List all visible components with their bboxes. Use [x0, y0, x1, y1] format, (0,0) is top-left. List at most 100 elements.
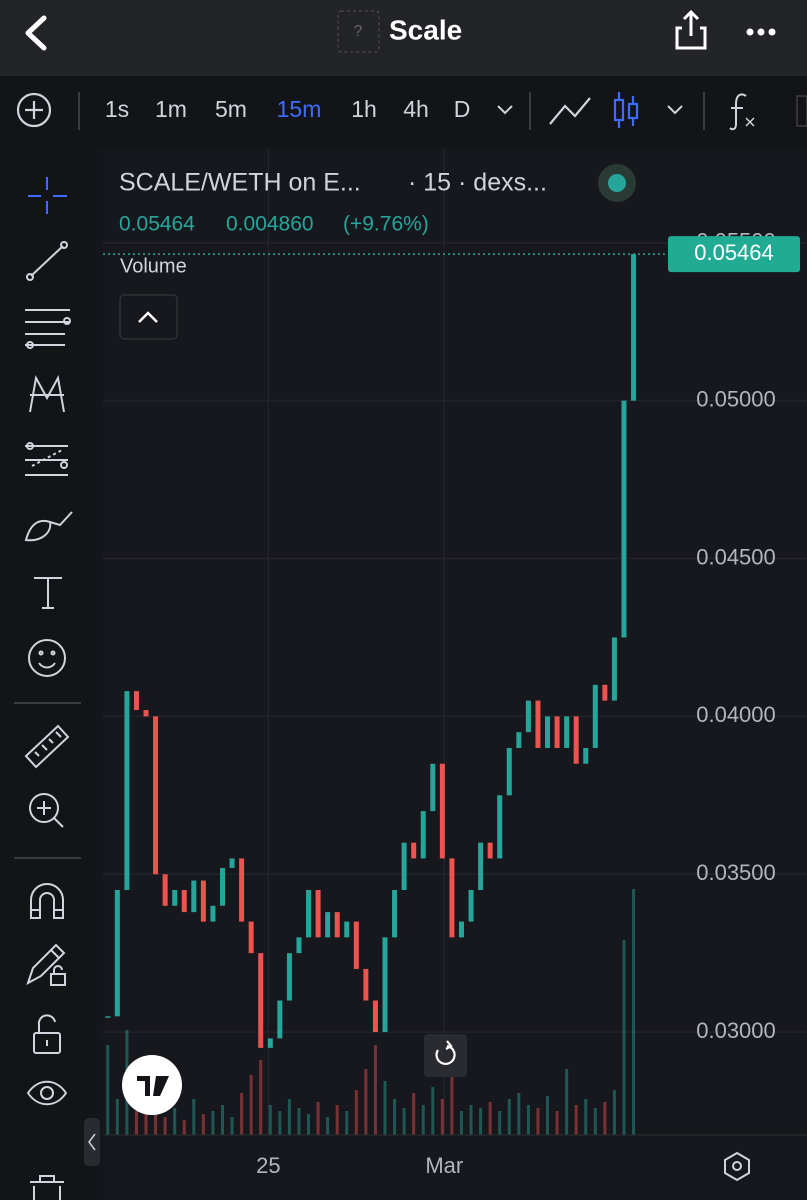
candle: [449, 858, 455, 938]
y-tick-label: 0.03000: [696, 1018, 776, 1043]
interval-button[interactable]: 15m: [277, 96, 322, 122]
symbol-badge: ?: [354, 23, 363, 40]
brush-tool[interactable]: [24, 511, 73, 542]
hide-tool[interactable]: [26, 1080, 68, 1106]
candle: [267, 1038, 273, 1048]
text-tool[interactable]: [34, 577, 62, 609]
fib-tool[interactable]: [25, 309, 71, 349]
candle: [506, 747, 512, 796]
more-button[interactable]: [746, 28, 776, 36]
study-toggle[interactable]: [119, 294, 178, 340]
volume-bar: [507, 1099, 511, 1135]
trend-line-tool[interactable]: [26, 241, 68, 281]
candle: [611, 637, 617, 701]
candle: [124, 691, 130, 891]
volume-bar: [517, 1093, 521, 1135]
candle: [296, 937, 302, 954]
price-change: 0.004860: [226, 213, 314, 236]
candle: [344, 921, 350, 938]
zoom-tool[interactable]: [29, 793, 64, 828]
emoji-tool[interactable]: [28, 639, 66, 677]
interval-button[interactable]: D: [454, 96, 471, 122]
candle: [229, 858, 235, 868]
indicators-button[interactable]: [729, 93, 755, 131]
settings-button[interactable]: [724, 1151, 750, 1182]
volume-bar: [459, 1111, 463, 1135]
volume-bar: [469, 1105, 473, 1135]
candle: [334, 912, 340, 938]
candle: [277, 1000, 283, 1039]
candle: [258, 953, 264, 1048]
lock-drawings-tool[interactable]: [26, 943, 66, 986]
candle: [248, 921, 254, 954]
collapse-tab[interactable]: [84, 1118, 100, 1166]
candle: [621, 400, 627, 638]
candle: [602, 684, 608, 701]
candle: [592, 684, 598, 748]
candle: [191, 880, 197, 913]
projection-tool[interactable]: [25, 442, 68, 476]
nav-bar: [0, 0, 807, 76]
pattern-tool[interactable]: [29, 375, 65, 413]
candle: [420, 811, 426, 859]
volume-bar: [440, 1099, 444, 1135]
candle: [401, 842, 407, 891]
delete-tool[interactable]: [30, 1175, 64, 1200]
y-tick-label: 0.04000: [696, 702, 776, 727]
volume-bar: [632, 889, 636, 1135]
volume-bar: [526, 1105, 530, 1135]
x-tick-label: Mar: [425, 1153, 463, 1178]
candle-chart-button[interactable]: [613, 92, 639, 128]
candle: [439, 763, 445, 859]
interval-button[interactable]: 1m: [155, 96, 187, 122]
candle: [535, 700, 541, 748]
crosshair-tool[interactable]: [28, 177, 67, 214]
study-toggle-icon: [138, 311, 158, 323]
volume-bar: [144, 1105, 148, 1135]
interval-menu[interactable]: [497, 105, 513, 115]
magnet-tool[interactable]: [30, 883, 64, 919]
interval-button[interactable]: 1h: [351, 96, 377, 122]
candle: [525, 700, 531, 733]
volume-bar: [546, 1096, 550, 1135]
volume-bar: [249, 1075, 253, 1135]
volume-bar: [316, 1102, 320, 1135]
study-name: Volume: [120, 255, 187, 277]
candle: [372, 1000, 378, 1033]
last-price-label: 0.05464: [694, 240, 774, 265]
candle: [554, 716, 560, 748]
back-button[interactable]: [25, 15, 47, 51]
volume-bar: [622, 940, 626, 1135]
reset-button[interactable]: [424, 1034, 467, 1077]
x-tick-label: 25: [256, 1153, 280, 1178]
candle: [325, 912, 331, 938]
candle: [487, 842, 493, 859]
add-button[interactable]: [16, 92, 52, 128]
interval-button[interactable]: 1s: [105, 96, 129, 122]
line-chart-button[interactable]: [549, 97, 591, 125]
candle: [133, 691, 139, 711]
y-tick-label: 0.03500: [696, 860, 776, 885]
candle: [411, 842, 417, 859]
candle: [162, 874, 168, 906]
share-button[interactable]: [675, 9, 707, 50]
candle: [583, 747, 589, 764]
chart-type-menu[interactable]: [667, 105, 683, 115]
candle: [143, 710, 149, 717]
volume-bar: [240, 1093, 244, 1135]
candle: [114, 890, 120, 1017]
lock-tool[interactable]: [33, 1014, 61, 1054]
interval-button[interactable]: 5m: [215, 96, 247, 122]
volume-bar: [192, 1099, 196, 1135]
volume-bar: [603, 1102, 607, 1135]
candle: [468, 890, 474, 922]
volume-bar: [345, 1111, 349, 1135]
interval-button[interactable]: 4h: [403, 96, 429, 122]
volume-bar: [373, 1045, 377, 1135]
volume-bar: [383, 1081, 387, 1135]
volume-bar: [134, 1111, 138, 1135]
candle: [172, 890, 178, 906]
candle: [181, 890, 187, 913]
ruler-tool[interactable]: [24, 724, 70, 769]
